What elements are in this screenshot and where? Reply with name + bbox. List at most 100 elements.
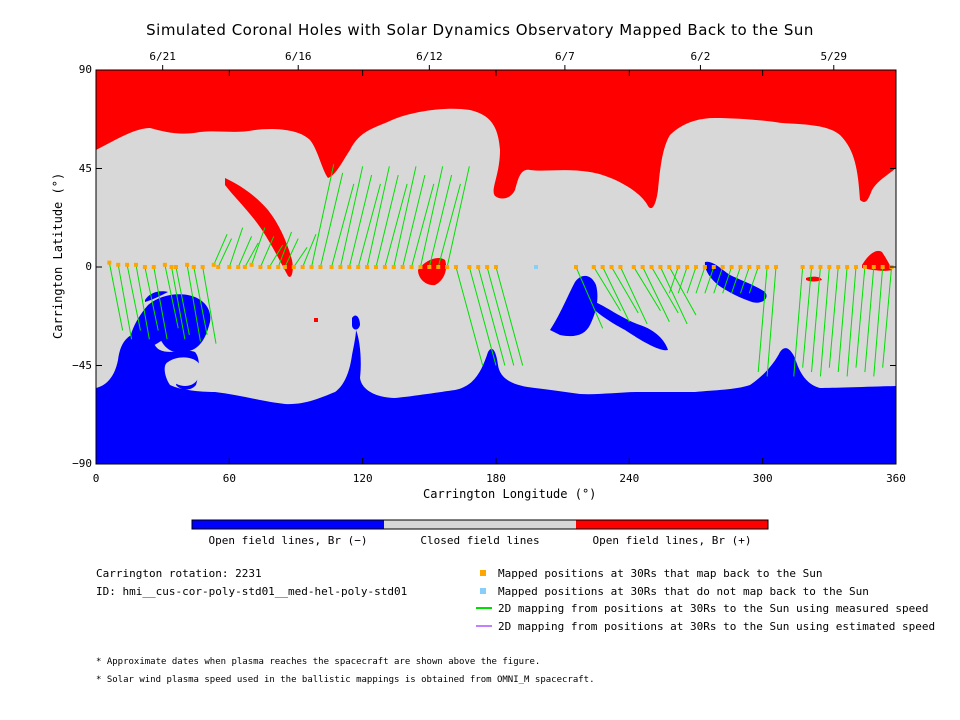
mapped-point: [185, 262, 190, 267]
mapping-line: [722, 266, 733, 294]
mapped-point: [382, 265, 387, 269]
mapping-line: [357, 183, 381, 268]
mapped-point: [174, 265, 178, 269]
mapping-line: [766, 266, 777, 377]
mapping-line: [731, 266, 741, 294]
mapped-point: [356, 265, 361, 269]
chart-title: Simulated Coronal Holes with Solar Dynam…: [146, 21, 814, 39]
mapping-line: [213, 233, 228, 266]
mapping-line: [164, 264, 179, 329]
not-mapped-point: [534, 265, 538, 269]
mapping-line: [144, 266, 159, 331]
mapping-line: [366, 166, 390, 268]
axes: [95, 65, 897, 465]
mapping-line: [193, 266, 208, 335]
colorbar-segment: [384, 520, 576, 529]
x-axis-label: Carrington Longitude (°): [423, 487, 597, 501]
mapped-point: [318, 265, 323, 269]
mapped-point: [427, 265, 432, 269]
mapping-line: [284, 238, 299, 268]
mapped-point: [216, 265, 221, 269]
mapped-point: [854, 265, 858, 269]
mapping-line: [864, 266, 875, 373]
north-positive-polar-region: [96, 70, 896, 209]
model-id: ID: hmi__cus-cor-poly-std01__med-hel-pol…: [96, 585, 408, 598]
colorbar-segment: [576, 520, 768, 529]
mapping-line: [677, 266, 688, 294]
mapping-line: [384, 183, 408, 268]
mapping-line: [375, 174, 399, 268]
mapped-point: [151, 265, 156, 269]
mapped-points: [107, 260, 894, 269]
legend-not-mapped: Mapped positions at 30Rs that do not map…: [498, 585, 869, 598]
mapped-point: [374, 265, 378, 269]
mapping-line: [108, 262, 124, 331]
mapping-line: [468, 266, 497, 366]
mapping-line: [302, 233, 317, 268]
mapping-line: [268, 244, 284, 268]
mapping-line: [704, 266, 715, 294]
mapping-line: [244, 242, 259, 268]
mapped-point: [249, 262, 254, 267]
mapping-line: [277, 231, 293, 268]
mapping-line: [819, 266, 830, 377]
mapped-point: [191, 265, 196, 269]
mapping-line: [713, 266, 724, 294]
mapping-line: [642, 266, 670, 322]
mapped-point: [862, 265, 867, 269]
mapped-point: [845, 265, 850, 269]
top-date-label: 6/2: [690, 50, 711, 63]
mapping-line: [486, 266, 515, 366]
mapping-line: [251, 227, 266, 265]
mapped-point: [329, 265, 334, 269]
mapping-line: [651, 266, 679, 314]
mapping-line: [633, 266, 661, 312]
mapped-point: [609, 265, 614, 269]
mapped-point: [211, 262, 216, 267]
mapping-line: [117, 264, 133, 340]
y-tick-label: −90: [72, 457, 92, 470]
mapping-line: [348, 174, 373, 268]
mapping-line: [202, 266, 217, 344]
mapping-line: [393, 166, 417, 268]
top-date-label: 6/16: [284, 50, 312, 63]
mapped-point: [267, 265, 272, 269]
mapped-point: [476, 265, 481, 269]
mapped-point: [676, 265, 681, 269]
mapped-point: [880, 265, 885, 269]
mapping-line: [757, 266, 768, 373]
mapped-point: [765, 265, 770, 269]
mapped-point: [631, 265, 636, 269]
mapping-line: [575, 266, 604, 329]
mapped-point: [574, 265, 578, 269]
mapped-point: [649, 265, 654, 269]
mapping-lines: [108, 164, 893, 377]
mapping-line: [668, 266, 697, 316]
y-tick-label: −45: [72, 358, 92, 372]
south-negative-polar-region: [96, 330, 896, 464]
mapping-line: [171, 266, 186, 340]
mapped-point: [291, 265, 296, 269]
mapping-line: [695, 266, 706, 294]
mapping-line: [837, 266, 848, 373]
mapping-line: [153, 266, 168, 340]
mapping-line: [739, 266, 750, 294]
mapping-line: [339, 166, 364, 268]
x-tick-label: 120: [352, 472, 373, 485]
y-tick-label: 90: [78, 63, 92, 76]
mapping-line: [259, 236, 275, 268]
legend-measured: 2D mapping from positions at 30Rs to the…: [498, 602, 929, 615]
mapped-point: [494, 265, 498, 269]
mapped-point: [400, 265, 405, 269]
mapped-point: [125, 262, 130, 267]
mapping-line: [126, 264, 141, 331]
mapped-point: [418, 265, 423, 269]
mapping-line: [477, 266, 506, 366]
mapped-point: [365, 265, 370, 269]
colorbar-frame: [191, 519, 769, 530]
top-date-label: 6/21: [149, 50, 176, 63]
top-date-label: 6/12: [416, 50, 443, 63]
x-tick-label: 60: [222, 472, 236, 485]
negative-hole-center: [550, 275, 598, 337]
